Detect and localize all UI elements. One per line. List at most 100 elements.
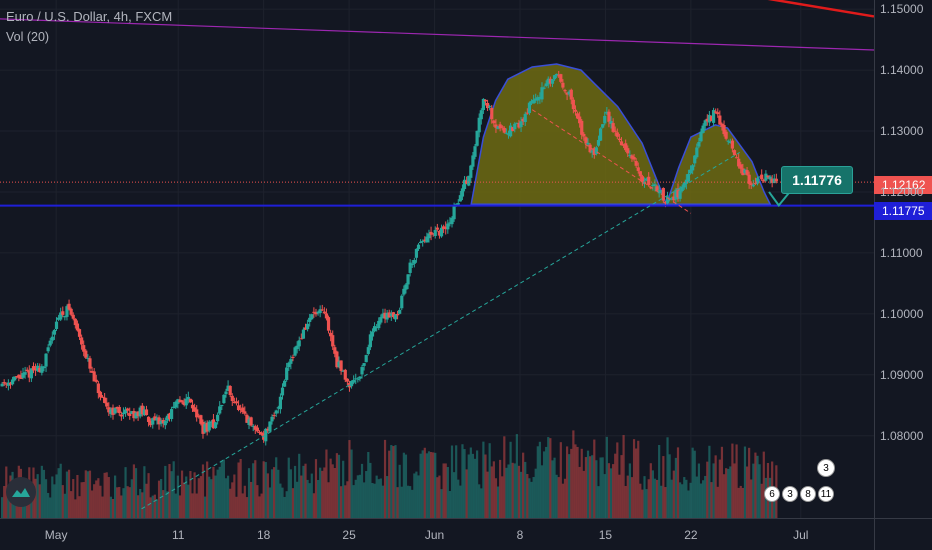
volume-bar [536, 446, 539, 518]
candle-body [201, 421, 205, 434]
candle-body [274, 410, 278, 414]
volume-bar [710, 482, 713, 518]
volume-bar [252, 463, 255, 518]
volume-bar [245, 497, 249, 518]
candle-body [697, 141, 701, 147]
volume-bar [601, 457, 604, 518]
volume-bar [574, 444, 577, 518]
volume-bar [319, 467, 322, 518]
candle-body [38, 367, 42, 373]
candle-body [266, 428, 270, 431]
volume-bar [463, 449, 466, 518]
candle-body [494, 124, 498, 128]
candle-body [50, 336, 54, 341]
candle-body [226, 385, 230, 391]
candle-body [433, 229, 437, 237]
volume-bar [465, 469, 468, 518]
candle-body [450, 217, 454, 225]
volume-bar [296, 481, 299, 518]
candle-body [588, 144, 592, 153]
event-badge[interactable]: 6 [764, 486, 780, 502]
target-arrow [768, 188, 793, 208]
candle-body [458, 195, 462, 202]
candle-body [758, 176, 762, 178]
volume-bar [406, 485, 410, 518]
volume-bar [256, 485, 259, 518]
candle-body [500, 126, 504, 128]
candle-body [381, 313, 385, 319]
candle-body [481, 98, 485, 111]
volume-bar [377, 479, 380, 518]
candle-body [136, 411, 140, 416]
volume-bar [358, 474, 362, 518]
volume-bar [157, 480, 161, 518]
volume-bar [118, 486, 121, 518]
event-badge[interactable]: 3 [782, 486, 798, 502]
upper-trendline [0, 18, 875, 51]
volume-bar [553, 457, 556, 518]
tradingview-logo[interactable] [6, 477, 36, 507]
volume-bar [285, 491, 288, 518]
volume-bar [693, 450, 696, 518]
volume-bar [220, 460, 223, 518]
volume-bar [331, 464, 334, 518]
volume-bar [180, 470, 184, 518]
candle-body [504, 132, 509, 134]
volume-bar [641, 489, 644, 518]
target-price-callout[interactable]: 1.11776 [781, 166, 853, 194]
candle-body [176, 399, 180, 404]
candle-body [565, 92, 569, 95]
candle-body [0, 383, 4, 387]
volume-bar [480, 488, 483, 518]
candle-body [762, 179, 766, 182]
volume-bar [434, 452, 437, 518]
volume-bar [530, 481, 533, 518]
candle-body [285, 367, 289, 380]
volume-bar [655, 479, 659, 518]
volume-bar [563, 478, 567, 518]
volume-bar [404, 454, 408, 518]
candle-body [515, 122, 519, 124]
volume-bar [275, 457, 278, 518]
candle-body [228, 385, 232, 395]
event-badge[interactable]: 8 [800, 486, 816, 502]
volume-bar [113, 475, 117, 518]
volume-bar [591, 455, 594, 518]
candle-body [722, 125, 726, 135]
volume-bar [396, 487, 399, 518]
candle-body [345, 378, 349, 382]
candle-body [149, 421, 153, 426]
volume-bar [287, 457, 290, 518]
candle-body [693, 155, 697, 164]
candle-body [366, 347, 370, 354]
volume-bar [622, 435, 625, 518]
volume-legend[interactable]: Vol (20) [6, 30, 50, 44]
candle-body [188, 398, 193, 403]
volume-bar [660, 485, 663, 518]
candle-body [126, 408, 130, 411]
candle-body [109, 409, 113, 415]
candle-body [31, 366, 36, 371]
candle-body [180, 400, 184, 403]
volume-bar [162, 490, 165, 518]
symbol-legend[interactable]: Euro / U.S. Dollar, 4h, FXCM [6, 9, 173, 24]
time-tick-label: 15 [598, 528, 613, 542]
volume-bar [507, 464, 510, 518]
volume-bar [687, 490, 690, 518]
candle-body [77, 329, 82, 337]
volume-bar [147, 473, 150, 518]
volume-bar [363, 482, 366, 518]
volume-bar [505, 467, 508, 518]
volume-bar [745, 466, 749, 518]
candle-body [287, 362, 291, 368]
candle-body [8, 383, 13, 385]
volume-bar [427, 451, 431, 518]
candle-body [435, 227, 439, 230]
event-badge[interactable]: 3 [817, 459, 835, 477]
candle-body [174, 401, 178, 408]
volume-bar [367, 452, 370, 518]
candle-body [157, 417, 161, 425]
event-badge[interactable]: 11 [818, 486, 834, 502]
candle-body [668, 197, 672, 199]
